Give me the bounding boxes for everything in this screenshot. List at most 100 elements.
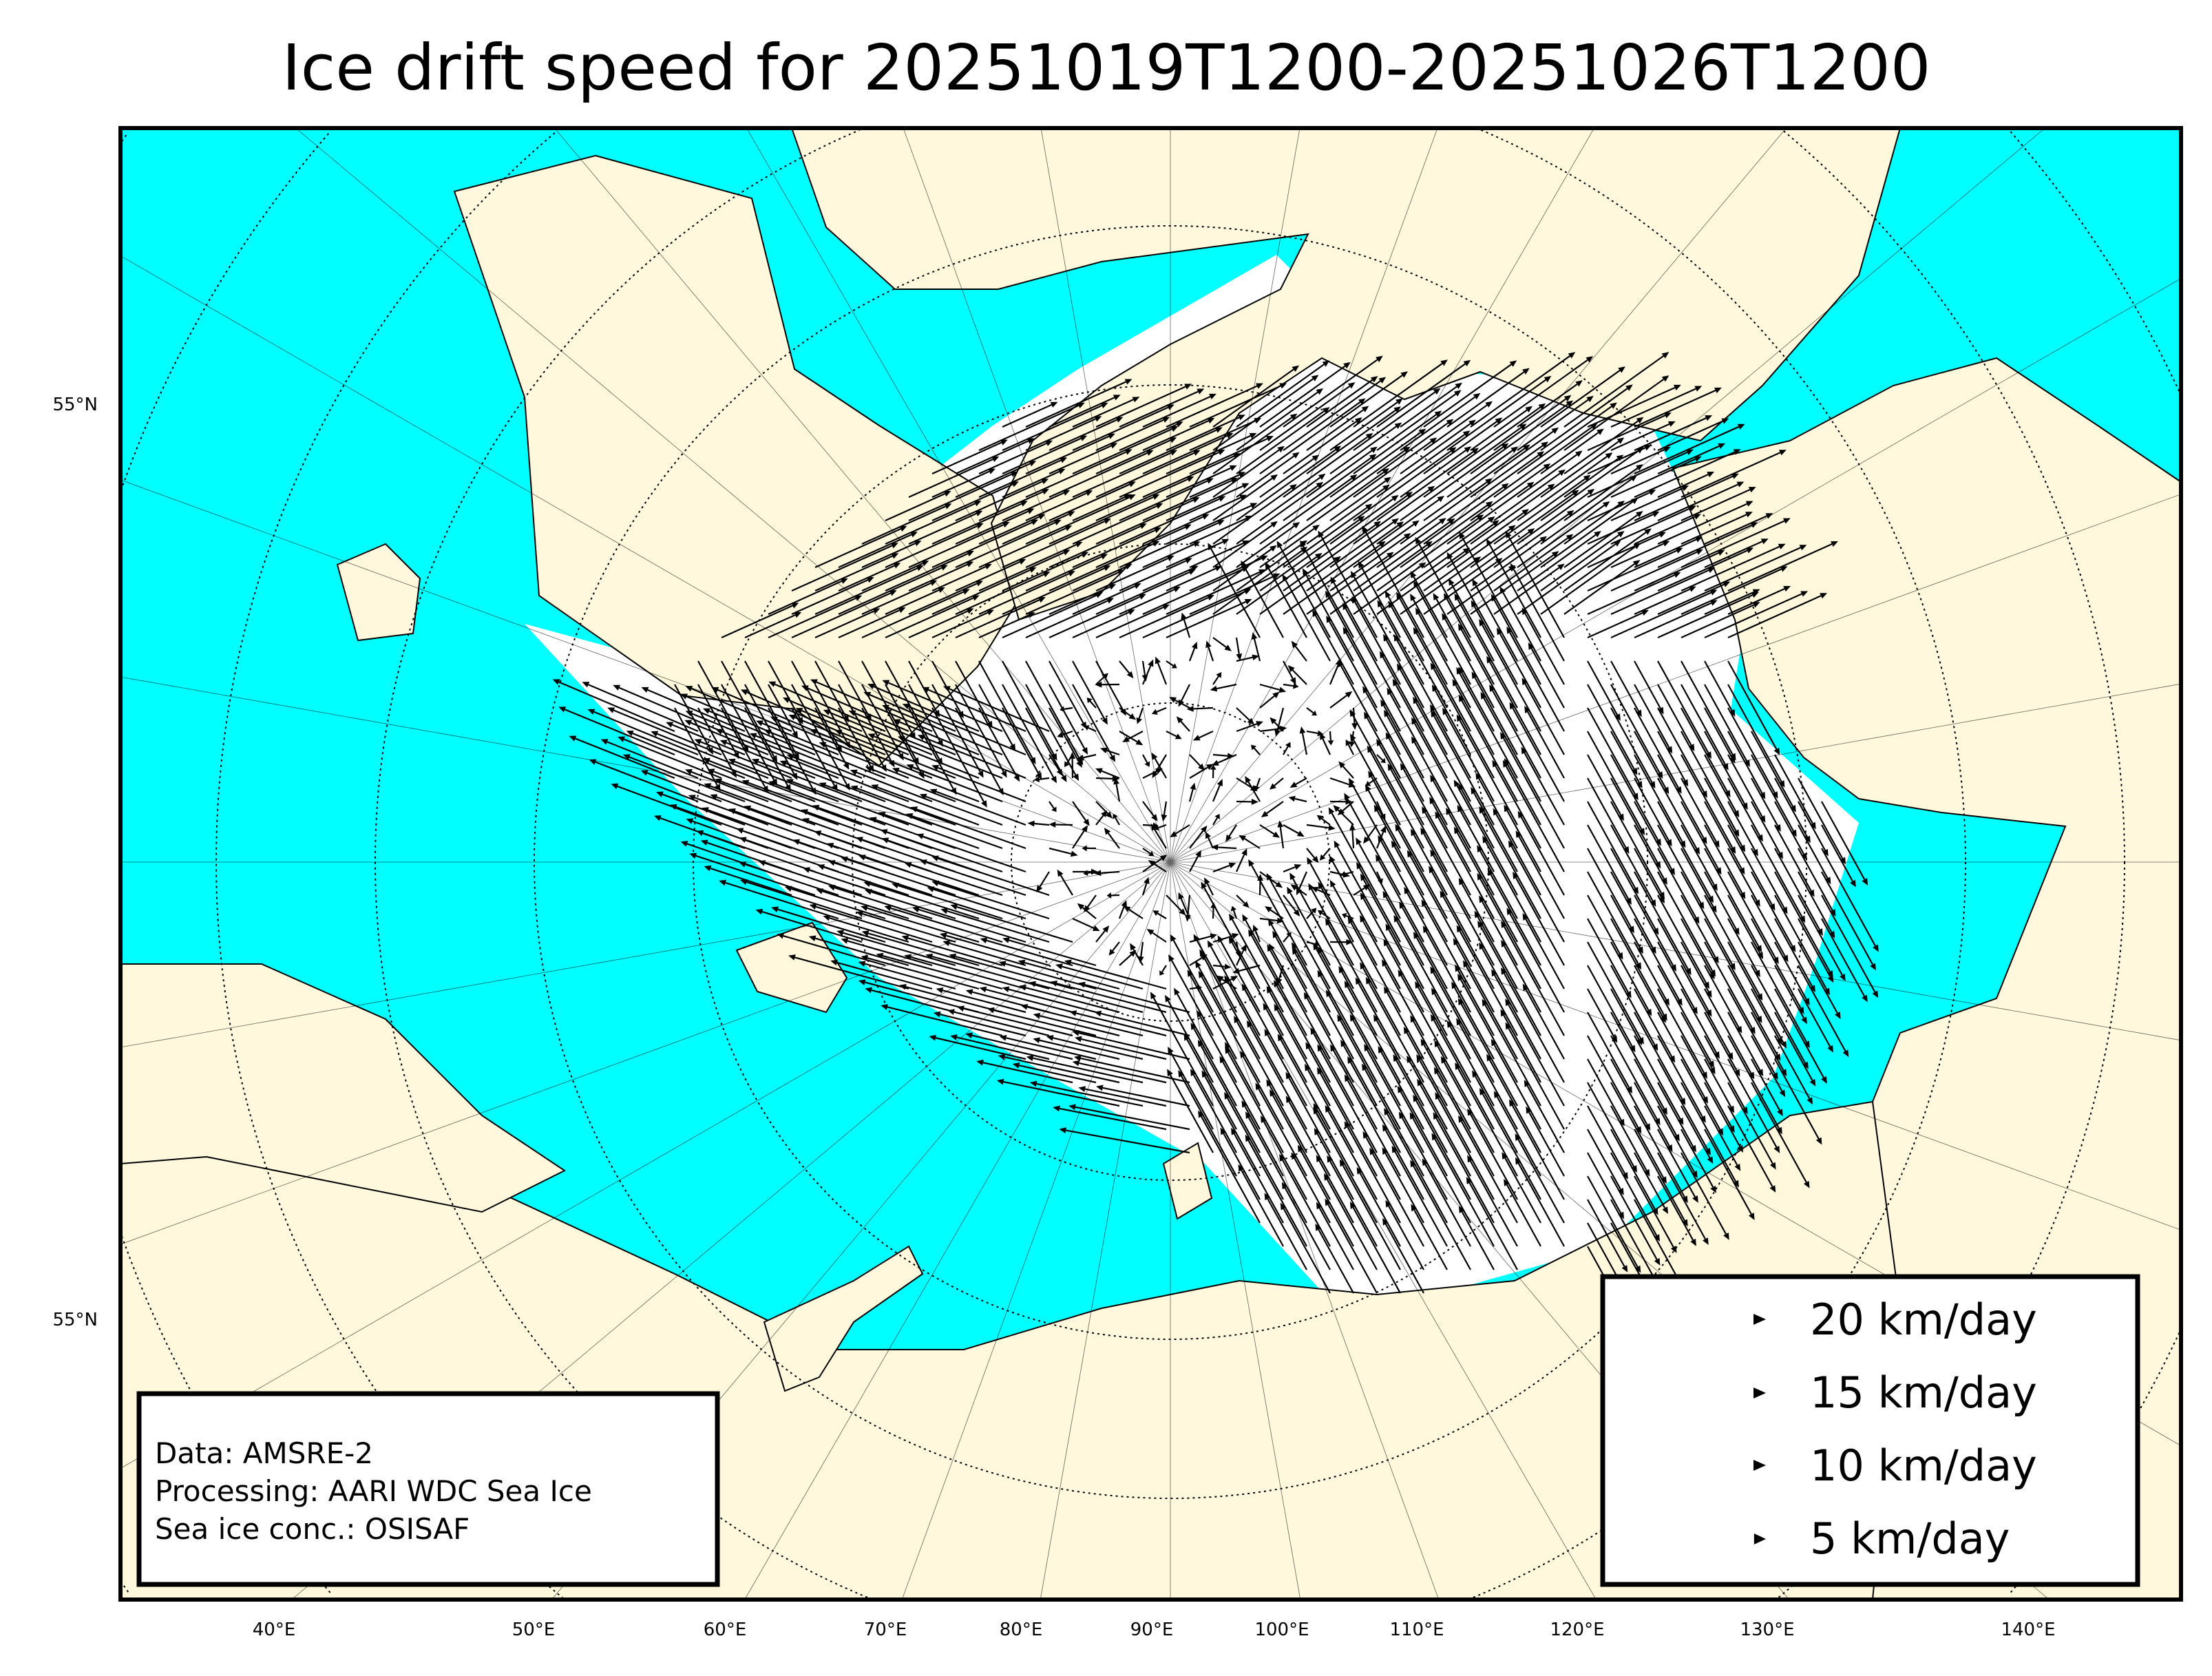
drift-arrow bbox=[1587, 1035, 1642, 1134]
drift-arrow bbox=[1727, 941, 1787, 1049]
drift-arrow bbox=[1049, 395, 1121, 428]
drift-arrow bbox=[1266, 986, 1307, 1060]
drift-arrow bbox=[1049, 417, 1124, 452]
drift-arrow bbox=[1587, 1175, 1641, 1273]
meridian-line bbox=[1170, 128, 1594, 863]
drift-arrow bbox=[979, 986, 1073, 1014]
drift-arrow bbox=[1207, 940, 1261, 1036]
drift-arrow bbox=[1704, 1058, 1735, 1113]
drift-arrow bbox=[1610, 965, 1658, 1051]
drift-arrow bbox=[1517, 488, 1595, 545]
drift-arrow bbox=[1148, 860, 1167, 872]
meridian-line bbox=[1170, 683, 2181, 863]
drift-arrow bbox=[1508, 840, 1565, 943]
drift-arrow bbox=[1634, 473, 1739, 522]
drift-arrow bbox=[828, 884, 933, 920]
drift-arrow bbox=[1219, 1056, 1261, 1130]
drift-arrow bbox=[1446, 509, 1529, 568]
drift-arrow bbox=[1657, 443, 1726, 475]
drift-arrow bbox=[1610, 777, 1661, 869]
drift-arrow bbox=[1077, 903, 1097, 919]
drift-arrow bbox=[1306, 491, 1413, 568]
drift-arrow bbox=[1704, 894, 1763, 1001]
drift-arrow bbox=[1119, 449, 1225, 499]
drift-arrow bbox=[1657, 1058, 1711, 1155]
drift-arrow bbox=[1251, 632, 1261, 662]
drift-arrow bbox=[1086, 698, 1097, 709]
drift-arrow bbox=[1344, 793, 1401, 896]
drift-arrow bbox=[1727, 1105, 1776, 1193]
drift-arrow bbox=[1283, 377, 1387, 451]
drift-arrow bbox=[931, 609, 994, 639]
drift-arrow bbox=[1318, 530, 1378, 638]
drift-arrow bbox=[1681, 707, 1731, 797]
drift-arrow bbox=[1457, 804, 1495, 872]
drift-arrow bbox=[1798, 824, 1831, 885]
drift-arrow bbox=[1442, 613, 1495, 709]
drift-arrow bbox=[1704, 1105, 1741, 1171]
drift-arrow bbox=[1587, 660, 1621, 721]
drift-arrow bbox=[1236, 522, 1300, 568]
drift-arrow bbox=[1727, 660, 1780, 755]
drift-arrow bbox=[1391, 1145, 1448, 1247]
drift-arrow bbox=[882, 704, 1003, 756]
drift-arrow bbox=[1212, 963, 1232, 970]
drift-arrow bbox=[1751, 1082, 1810, 1188]
drift-arrow bbox=[1025, 490, 1093, 522]
drift-arrow bbox=[1563, 501, 1625, 545]
drift-arrow bbox=[904, 861, 1003, 897]
drift-arrow bbox=[666, 722, 746, 756]
drift-arrow bbox=[1002, 511, 1075, 545]
drift-arrow bbox=[1508, 1099, 1565, 1200]
drift-arrow bbox=[1431, 987, 1471, 1060]
drift-arrow bbox=[1329, 518, 1399, 568]
drift-arrow bbox=[1515, 1157, 1565, 1247]
drift-arrow bbox=[801, 685, 909, 733]
drift-arrow bbox=[1493, 469, 1566, 521]
drift-arrow bbox=[1704, 591, 1809, 639]
drift-arrow bbox=[1236, 388, 1324, 451]
drift-arrow bbox=[1393, 914, 1448, 1013]
drift-arrow bbox=[1376, 495, 1445, 545]
drift-arrow bbox=[1774, 848, 1823, 936]
drift-arrow bbox=[1329, 855, 1378, 943]
drift-arrow bbox=[1774, 824, 1815, 897]
info-ice-conc: Sea ice conc.: OSISAF bbox=[155, 1512, 470, 1546]
drift-arrow bbox=[569, 735, 675, 779]
drift-arrow bbox=[1033, 776, 1050, 783]
drift-arrow bbox=[978, 612, 1035, 639]
latitude-circle bbox=[121, 132, 129, 1593]
drift-arrow bbox=[942, 686, 1050, 733]
drift-arrow bbox=[1387, 687, 1424, 755]
drift-arrow bbox=[814, 707, 850, 770]
drift-arrow bbox=[1587, 777, 1630, 854]
drift-arrow bbox=[1727, 871, 1779, 965]
drift-arrow bbox=[1108, 941, 1120, 956]
drift-arrow bbox=[861, 930, 980, 967]
drift-arrow bbox=[1251, 744, 1261, 755]
drift-arrow bbox=[864, 889, 956, 920]
drift-arrow bbox=[685, 686, 792, 733]
drift-arrow bbox=[916, 833, 1026, 873]
drift-arrow bbox=[1440, 1056, 1495, 1153]
drift-arrow bbox=[1072, 609, 1135, 639]
drift-arrow bbox=[908, 608, 974, 639]
drift-arrow bbox=[1072, 801, 1090, 826]
lon-label: 140°E bbox=[2001, 1620, 2055, 1640]
drift-arrow bbox=[779, 760, 886, 803]
drift-arrow bbox=[1610, 567, 1716, 616]
drift-arrow bbox=[1325, 918, 1378, 1013]
lon-label: 100°E bbox=[1254, 1620, 1309, 1640]
drift-arrow bbox=[1446, 528, 1535, 591]
drift-arrow bbox=[1751, 1058, 1783, 1117]
drift-arrow bbox=[1142, 801, 1158, 821]
drift-arrow bbox=[1119, 388, 1205, 428]
drift-arrow bbox=[1587, 532, 1666, 569]
drift-arrow bbox=[1634, 600, 1718, 639]
drift-arrow bbox=[1136, 707, 1144, 724]
drift-arrow bbox=[904, 954, 1026, 990]
drift-arrow bbox=[1329, 398, 1403, 451]
drift-arrow bbox=[1150, 992, 1214, 1107]
drift-arrow bbox=[1212, 521, 1278, 568]
drift-arrow bbox=[1159, 965, 1167, 976]
